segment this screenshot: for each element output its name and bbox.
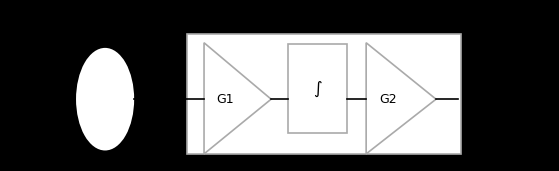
Ellipse shape: [76, 48, 134, 150]
Polygon shape: [204, 43, 271, 154]
Bar: [187, 34, 461, 154]
Text: ∫: ∫: [313, 80, 321, 98]
Text: G2: G2: [380, 93, 397, 106]
Bar: [288, 44, 347, 133]
Polygon shape: [366, 43, 436, 154]
Text: G1: G1: [217, 93, 234, 106]
